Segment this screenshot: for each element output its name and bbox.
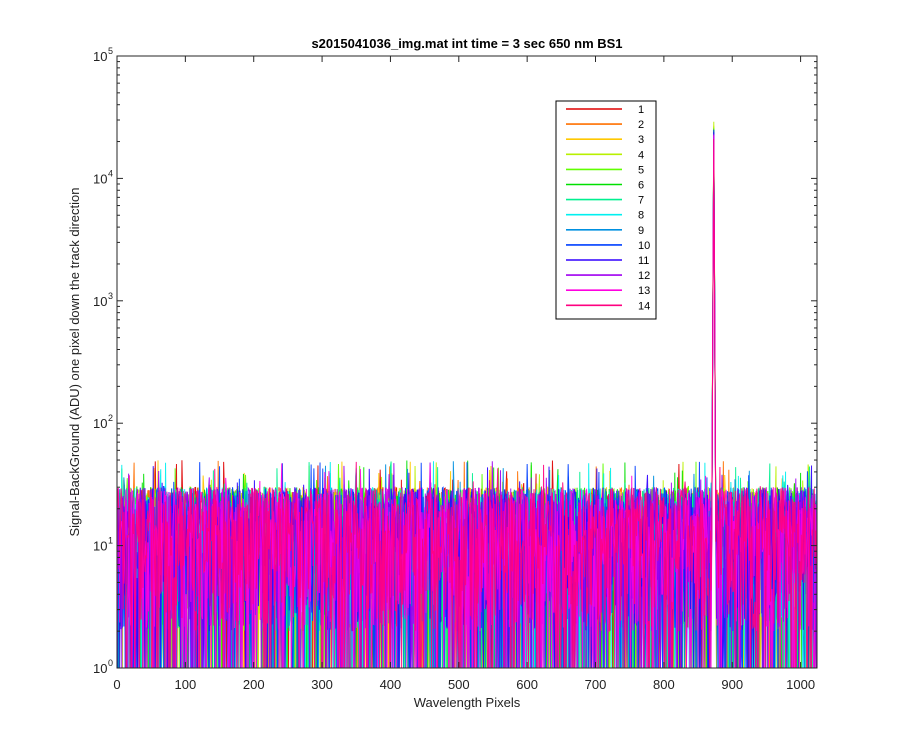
y-tick-exponent: 3 [108,291,113,301]
y-tick-label: 10 [93,49,107,64]
x-tick-label: 1000 [786,677,815,692]
axes-box [116,55,818,669]
legend-label: 11 [638,255,649,267]
chart-title: s2015041036_img.mat int time = 3 sec 650… [311,36,622,51]
x-tick-label: 0 [113,677,120,692]
legend-label: 7 [638,195,644,207]
x-tick-label: 600 [516,677,538,692]
x-tick-label: 200 [243,677,265,692]
legend-label: 2 [638,119,644,131]
y-tick-label: 10 [93,416,107,431]
y-tick-label: 10 [93,171,107,186]
y-tick-exponent: 5 [108,46,113,56]
legend-label: 8 [638,210,644,222]
legend-label: 9 [638,225,644,237]
legend-label: 6 [638,180,644,192]
x-tick-label: 100 [175,677,197,692]
y-tick-exponent: 2 [108,413,113,423]
x-tick-label: 400 [380,677,402,692]
x-tick-label: 700 [585,677,607,692]
x-tick-label: 800 [653,677,675,692]
legend-label: 14 [638,300,650,312]
x-axis-ticks: 0 100 200 300 400 500 600 700 800 900 1000 [113,56,815,692]
series-line-14 [116,138,818,669]
legend-label: 3 [638,134,644,146]
x-tick-label: 900 [721,677,743,692]
y-tick-exponent: 1 [108,536,113,546]
legend-label: 1 [638,104,644,116]
x-tick-label: 500 [448,677,470,692]
x-axis-label: Wavelength Pixels [414,695,521,710]
y-axis-label: Signal-BackGround (ADU) one pixel down t… [67,187,82,536]
plot-area: 0 100 200 300 400 500 600 700 800 900 1000 10 010 11… [93,46,818,692]
y-tick-label: 10 [93,661,107,676]
y-tick-label: 10 [93,294,107,309]
legend-label: 12 [638,270,650,282]
legend-label: 5 [638,164,644,176]
y-tick-exponent: 4 [108,168,113,178]
y-tick-exponent: 0 [108,658,113,668]
y-tick-label: 10 [93,539,107,554]
x-tick-label: 300 [311,677,333,692]
legend-label: 4 [638,149,644,161]
legend-label: 13 [638,285,650,297]
series-group [116,121,818,669]
legend-box [555,100,657,320]
legend-label: 10 [638,240,650,252]
